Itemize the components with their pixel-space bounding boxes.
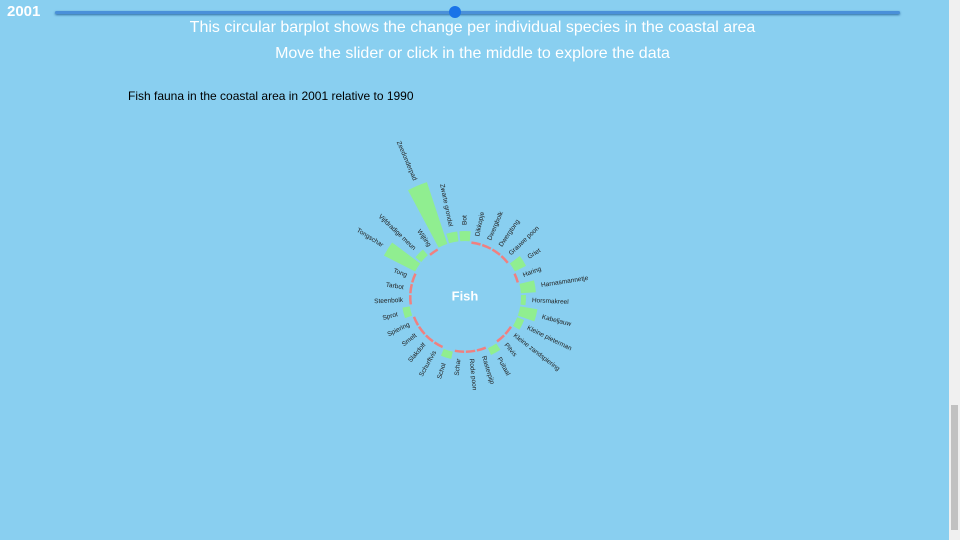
bar [402,306,413,319]
bar [411,273,417,283]
center-label[interactable]: Fish [452,288,479,303]
bar [500,255,509,264]
year-label: 2001 [7,3,41,20]
category-label: Harnasmannetje [541,275,590,289]
category-label: Slakdolf [407,342,428,364]
category-label: Dikkopje [474,211,486,237]
bar [383,242,421,272]
heading: Move the slider or click in the middle t… [275,45,670,62]
bar [408,182,448,248]
bar [520,294,526,306]
category-label: Sprot [382,311,399,322]
category-label: Tongschar [355,227,385,249]
category-label: Horsmakreel [532,297,570,306]
category-label: Rasterpijp [480,355,496,385]
bar [409,295,412,305]
category-label: Bot [462,215,469,225]
bar [412,316,420,326]
category-label: Griet [526,247,542,260]
bar [476,346,487,352]
category-label: Steenbolk [374,297,404,305]
bar [417,326,426,335]
bar [446,231,459,244]
category-label: Rode poon [468,358,478,391]
bar [459,231,471,242]
heading: This circular barplot shows the change p… [189,19,756,36]
bar [433,341,444,349]
bar [440,348,453,359]
category-label: Schar [454,358,463,376]
bar [487,343,501,355]
bar [513,273,519,283]
bar [491,248,501,256]
scrollbar[interactable] [949,0,960,540]
bar [504,326,513,335]
category-label: Smelt [401,332,419,348]
category-label: Schol [436,362,448,380]
bar [517,306,538,322]
category-label: Zwarte grondel [438,183,454,227]
category-label: Zeedonderpad [395,140,418,182]
bar [465,349,476,353]
scroll-thumb[interactable] [951,405,958,530]
bar [481,243,492,250]
bar [496,334,505,343]
slider-track[interactable] [55,11,900,14]
slider-thumb[interactable] [449,6,461,18]
bar [454,349,465,353]
category-label: Puitaal [495,356,511,377]
bar [509,255,527,272]
category-label: Haring [522,266,543,279]
category-label: Tarbot [385,282,404,292]
bar [409,283,413,294]
bar [425,334,434,343]
bar [415,249,428,263]
bar [429,248,439,256]
bar [519,280,536,294]
category-label: Kabeljauw [541,314,572,328]
category-label: Spiering [386,321,411,338]
category-label: Tong [392,267,408,279]
bar [471,241,481,246]
chart-title: Fish fauna in the coastal area in 2001 r… [128,89,414,103]
bar [512,317,525,330]
category-label: Pitvis [503,342,519,359]
